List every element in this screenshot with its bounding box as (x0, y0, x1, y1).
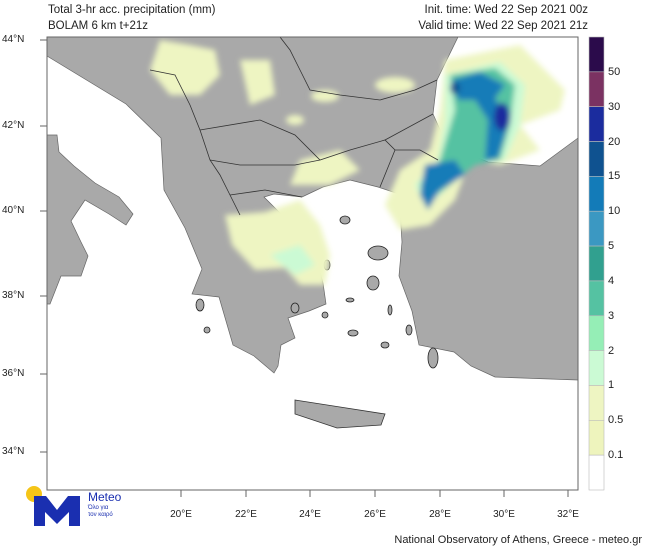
colorbar-label: 5 (608, 240, 615, 253)
lon-label: 24°E (299, 509, 321, 520)
valid-time: Valid time: Wed 22 Sep 2021 21z (418, 20, 588, 32)
colorbar-cell (588, 420, 605, 456)
colorbar-label: 2 (608, 344, 615, 357)
lat-label: 42°N (2, 120, 25, 131)
axis-ticks (40, 39, 569, 497)
footer-credit: National Observatory of Athens, Greece -… (394, 534, 642, 546)
colorbar-label: 1 (608, 379, 615, 392)
lat-label: 38°N (2, 290, 25, 301)
precipitation-field (150, 40, 565, 285)
colorbar-cell (588, 36, 605, 73)
lat-label: 44°N (2, 34, 25, 45)
m-logo-icon (34, 496, 80, 526)
colorbar-cell (588, 280, 605, 317)
colorbar-cell (588, 385, 605, 421)
colorbar-cell (588, 350, 605, 386)
map-frame (46, 36, 579, 491)
colorbar-label: 0.5 (608, 414, 624, 427)
lon-label: 26°E (364, 509, 386, 520)
colorbar-label: 0.1 (608, 449, 624, 462)
lon-label: 28°E (429, 509, 451, 520)
aegean-islands (195, 215, 439, 369)
colorbar-label: 20 (608, 135, 621, 148)
lon-label: 20°E (170, 509, 192, 520)
colorbar-cell (588, 176, 605, 212)
lat-label: 36°N (2, 368, 25, 379)
logo-name: Meteo (88, 490, 122, 504)
colorbar-label: 15 (608, 170, 621, 183)
colorbar (588, 36, 605, 491)
colorbar-label: 10 (608, 205, 621, 218)
lat-label: 40°N (2, 205, 25, 216)
land-balkans-turkey (47, 37, 578, 381)
logo-tagline: Όλο για (88, 505, 109, 511)
lon-label: 30°E (493, 509, 515, 520)
logo-tagline: τον καιρό (88, 512, 113, 518)
colorbar-label: 50 (608, 65, 621, 78)
init-time: Init. time: Wed 22 Sep 2021 00z (424, 4, 588, 16)
land-crete (294, 399, 386, 429)
colorbar-label: 4 (608, 274, 615, 287)
meteo-logo: Meteo Όλο για τον καιρό (24, 486, 134, 526)
colorbar-cell (588, 245, 605, 282)
lon-label: 22°E (235, 509, 257, 520)
colorbar-cell (588, 454, 605, 491)
colorbar-label: 30 (608, 100, 621, 113)
country-borders (149, 37, 439, 216)
land-italy (47, 134, 134, 305)
model-label: BOLAM 6 km t+21z (48, 20, 149, 32)
colorbar-cell (588, 315, 605, 351)
colorbar-cell (588, 210, 605, 247)
lat-label: 34°N (2, 446, 25, 457)
colorbar-label: 3 (608, 309, 615, 322)
map-title: Total 3-hr acc. precipitation (mm) (48, 4, 216, 16)
colorbar-cell (588, 106, 605, 142)
colorbar-cell (588, 71, 605, 107)
lon-label: 32°E (557, 509, 579, 520)
colorbar-cell (588, 141, 605, 177)
